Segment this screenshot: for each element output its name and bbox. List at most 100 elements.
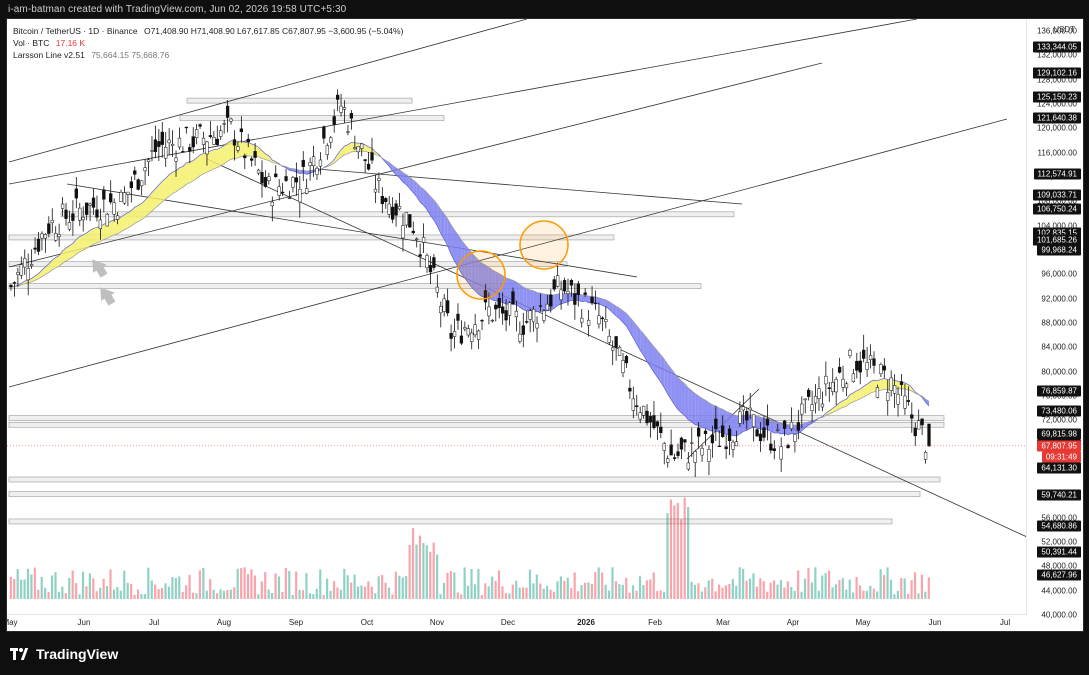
price-level-tag[interactable]: 50,391.44 bbox=[1037, 546, 1081, 558]
volume-bar bbox=[666, 513, 669, 599]
candle-body bbox=[782, 420, 787, 429]
price-level-tag[interactable]: 109,033.71 bbox=[1032, 189, 1081, 201]
candle-body bbox=[714, 418, 718, 430]
volume-bar bbox=[401, 577, 404, 599]
volume-bar bbox=[64, 593, 67, 599]
candle-body bbox=[243, 155, 247, 159]
candle-body bbox=[655, 421, 660, 427]
candle-body bbox=[600, 317, 605, 320]
larsson-ribbon-segment bbox=[595, 296, 599, 305]
price-chart[interactable] bbox=[7, 19, 1027, 615]
larsson-ribbon-segment bbox=[770, 420, 775, 434]
price-level-tag[interactable]: 112,574.91 bbox=[1033, 168, 1081, 180]
price-level-tag[interactable]: 106,750.24 bbox=[1032, 203, 1081, 215]
price-tick-label: 72,000.00 bbox=[1041, 415, 1077, 425]
creation-credit: i-am-batman created with TradingView.com… bbox=[8, 4, 347, 15]
candle-body bbox=[122, 192, 127, 204]
candle-body bbox=[349, 113, 354, 119]
larsson-ribbon-segment bbox=[757, 415, 761, 430]
volume-bar bbox=[336, 587, 339, 599]
candle-body bbox=[260, 172, 264, 184]
larsson-ribbon-segment bbox=[409, 177, 414, 193]
candle-body bbox=[136, 179, 140, 190]
price-level-tag[interactable]: 99,968.24 bbox=[1037, 244, 1081, 256]
volume-bar bbox=[215, 593, 219, 599]
support-resistance-zone bbox=[8, 283, 702, 289]
volume-bar bbox=[797, 570, 800, 599]
price-level-tag[interactable]: 76,859.87 bbox=[1037, 385, 1081, 397]
price-level-tag[interactable]: 121,640.38 bbox=[1032, 112, 1081, 124]
candle-body bbox=[287, 197, 292, 200]
larsson-ribbon-segment bbox=[227, 140, 232, 162]
candle-body bbox=[23, 258, 27, 268]
candle-body bbox=[64, 209, 68, 219]
larsson-ribbon-segment bbox=[678, 377, 682, 414]
price-level-tag[interactable]: 125,150.23 bbox=[1032, 91, 1081, 103]
candle-body bbox=[43, 234, 48, 239]
volume-bar bbox=[436, 554, 439, 599]
candle-body bbox=[373, 188, 378, 193]
larsson-ribbon-segment bbox=[846, 394, 850, 407]
candle-body bbox=[98, 219, 103, 230]
volume-bar bbox=[415, 544, 418, 599]
volume-bar bbox=[387, 587, 391, 599]
candle-body bbox=[800, 403, 804, 415]
larsson-ribbon-segment bbox=[506, 277, 510, 305]
price-level-tag[interactable]: 101,685.26 bbox=[1032, 234, 1081, 246]
candle-body bbox=[129, 181, 133, 189]
price-level-tag[interactable]: 133,344.05 bbox=[1032, 41, 1081, 53]
tradingview-logo[interactable]: TradingView bbox=[10, 646, 118, 662]
larsson-ribbon-segment bbox=[636, 325, 641, 351]
price-level-tag[interactable]: 64,131.30 bbox=[1037, 462, 1081, 474]
price-level-tag[interactable]: 54,680.86 bbox=[1037, 520, 1081, 532]
volume-bar bbox=[178, 576, 181, 599]
candle-body bbox=[246, 138, 250, 143]
candle-body bbox=[831, 381, 835, 392]
trend-line bbox=[8, 118, 1008, 388]
chart-panel[interactable]: Bitcoin / TetherUS · 1D · Binance O71,40… bbox=[6, 18, 1084, 632]
larsson-ribbon-segment bbox=[334, 154, 338, 164]
candle-body bbox=[868, 355, 873, 360]
symbol-name[interactable]: Bitcoin / TetherUS · 1D · Binance bbox=[13, 26, 138, 36]
larsson-ribbon-segment bbox=[478, 260, 483, 297]
larsson-ribbon-segment bbox=[351, 142, 355, 152]
larsson-ribbon-segment bbox=[55, 255, 60, 268]
time-axis[interactable]: May Jun Jul Aug Sep Oct Nov Dec 2026 Feb Mar Apr May… bbox=[7, 614, 1027, 631]
indicator-row[interactable]: Larsson Line v2.51 75,664.15 75,668.76 bbox=[13, 49, 407, 61]
candle-body bbox=[497, 298, 501, 309]
volume-bar bbox=[446, 572, 449, 599]
price-scale[interactable]: USDT 136,000.00 132,000.00 128,000.00 124,0… bbox=[1026, 19, 1083, 631]
volume-bar bbox=[291, 594, 294, 599]
candle-body bbox=[212, 137, 216, 145]
volume-bar bbox=[37, 589, 40, 599]
volume-bar bbox=[81, 571, 85, 599]
price-level-tag[interactable]: 69,815.98 bbox=[1037, 428, 1081, 440]
support-resistance-zone bbox=[179, 115, 445, 121]
support-resistance-zone bbox=[8, 491, 921, 497]
larsson-ribbon-segment bbox=[468, 248, 472, 288]
larsson-ribbon-segment bbox=[688, 387, 692, 422]
larsson-ribbon-segment bbox=[523, 287, 527, 311]
larsson-ribbon-segment bbox=[774, 421, 778, 434]
volume-bar bbox=[147, 567, 150, 599]
volume-bar bbox=[209, 579, 212, 599]
candle-body bbox=[614, 336, 618, 348]
volume-bar bbox=[322, 594, 325, 599]
candle-body bbox=[263, 176, 268, 187]
larsson-ribbon-segment bbox=[856, 389, 861, 401]
volume-bar bbox=[556, 581, 559, 599]
volume-row[interactable]: Vol · BTC 17.16 K bbox=[13, 37, 407, 49]
volume-bar bbox=[30, 574, 33, 599]
price-level-tag[interactable]: 102,835.15 bbox=[1032, 227, 1081, 239]
volume-bar bbox=[852, 592, 855, 599]
candle-body bbox=[525, 321, 529, 323]
price-level-tag[interactable]: 67,807.95 bbox=[1037, 440, 1081, 452]
price-level-tag[interactable]: 73,480.06 bbox=[1037, 405, 1081, 417]
symbol-row[interactable]: Bitcoin / TetherUS · 1D · Binance O71,40… bbox=[13, 25, 407, 37]
price-level-tag[interactable]: 46,627.96 bbox=[1037, 569, 1081, 581]
price-level-tag[interactable]: 129,102.16 bbox=[1032, 67, 1081, 79]
candle-body bbox=[755, 429, 759, 437]
candle-body bbox=[738, 411, 742, 424]
price-level-tag[interactable]: 59,740.21 bbox=[1037, 489, 1081, 501]
volume-bar bbox=[535, 574, 538, 599]
